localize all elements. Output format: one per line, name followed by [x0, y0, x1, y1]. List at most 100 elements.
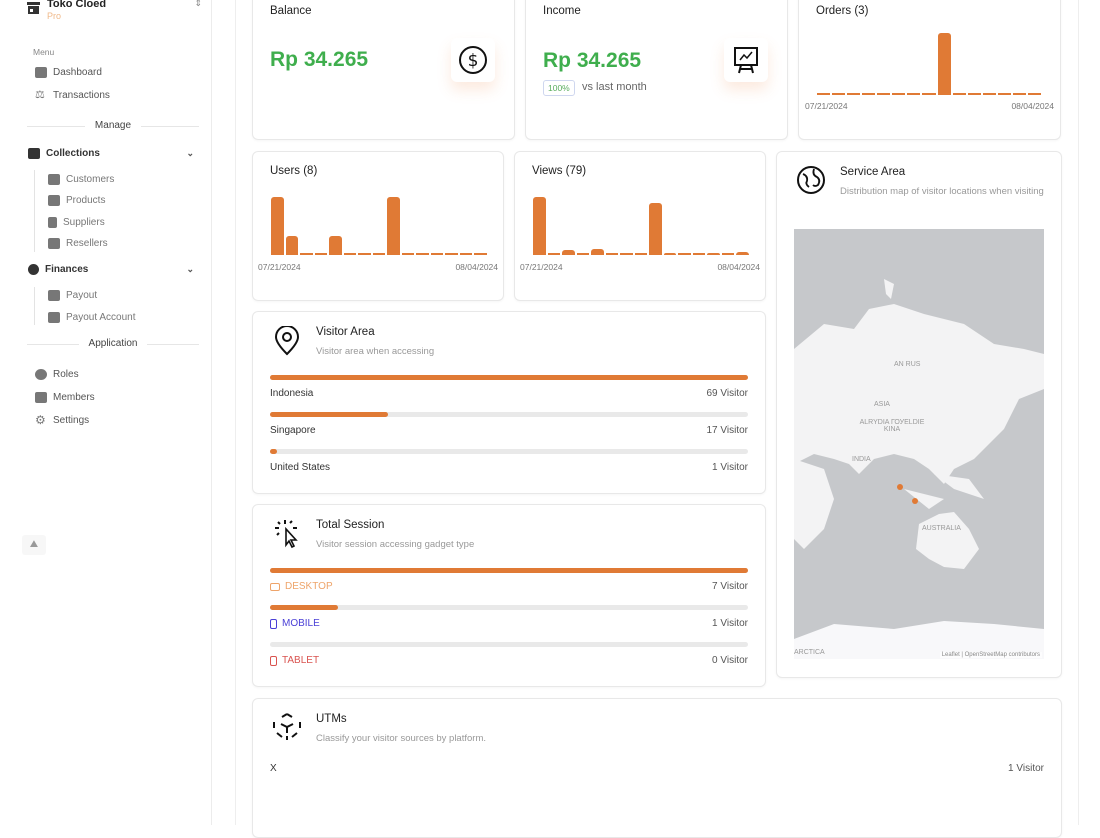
map-label: INDIA	[852, 456, 871, 463]
utms-title: UTMs	[316, 713, 347, 725]
users-icon	[48, 237, 60, 249]
chart-bar[interactable]	[1027, 93, 1041, 95]
total-session-card: Total Session Visitor session accessing …	[252, 504, 766, 687]
sidebar-item-label: Resellers	[66, 237, 108, 249]
workspace-switcher[interactable]: Toko Cloed Pro ⇕	[27, 0, 202, 28]
sidebar-item-members[interactable]: Members	[35, 389, 95, 405]
map-marker[interactable]	[912, 498, 918, 504]
sidebar-item-dashboard[interactable]: Dashboard	[35, 64, 102, 80]
chart-bar[interactable]	[401, 253, 415, 255]
chart-bar[interactable]	[692, 253, 706, 255]
chevron-down-icon: ⌄	[186, 263, 194, 274]
views-title: Views (79)	[532, 165, 587, 177]
chart-bar[interactable]	[634, 253, 648, 255]
chart-bar[interactable]	[997, 93, 1011, 95]
balance-value: Rp 34.265	[270, 48, 369, 71]
sidebar-item-roles[interactable]: Roles	[35, 366, 79, 382]
sidebar-item-resellers[interactable]: Resellers	[48, 235, 108, 251]
row-label: Singapore	[270, 425, 316, 436]
chart-bar[interactable]	[952, 93, 966, 95]
x-start-label: 07/21/2024	[258, 262, 301, 272]
chart-bar[interactable]	[343, 253, 357, 255]
chart-bar[interactable]	[605, 253, 619, 255]
sidebar-item-label: Customers	[66, 173, 115, 185]
application-label: Application	[78, 338, 148, 349]
chart-bar[interactable]	[847, 93, 861, 95]
chart-bar[interactable]	[300, 253, 313, 255]
progress-bar	[270, 412, 748, 417]
sidebar-item-label: Payout	[66, 289, 98, 301]
sidebar-item-products[interactable]: Products	[48, 192, 105, 208]
map-attribution[interactable]: Leaflet | OpenStreetMap contributors	[939, 652, 1042, 658]
chart-bar[interactable]	[1012, 93, 1026, 95]
tree-line	[34, 170, 35, 252]
x-end-label: 08/04/2024	[717, 262, 760, 272]
sidebar-group-finances[interactable]: Finances ⌄	[28, 261, 194, 277]
chart-bar[interactable]	[533, 197, 546, 255]
progress-bar	[270, 605, 748, 610]
manage-label: Manage	[84, 120, 142, 131]
chart-bar[interactable]	[817, 93, 831, 95]
chart-bar[interactable]	[663, 253, 677, 255]
chart-bar[interactable]	[329, 235, 342, 255]
money-icon	[48, 289, 60, 301]
orders-card: Orders (3) 07/21/2024 08/04/2024	[798, 0, 1061, 140]
chart-bar[interactable]	[358, 253, 371, 255]
chart-bar[interactable]	[591, 248, 604, 255]
chart-bar[interactable]	[620, 253, 633, 255]
visitor-map[interactable]: AN RUS ASIA ALRYDIA ГОУЕLDIE KINA INDIA …	[794, 229, 1044, 659]
sidebar-item-payout[interactable]: Payout	[48, 287, 97, 303]
credit-card-icon	[48, 311, 60, 323]
chart-bar[interactable]	[271, 197, 284, 255]
chart-bar[interactable]	[314, 253, 328, 255]
chart-bar[interactable]	[649, 203, 662, 255]
service-area-subtitle: Distribution map of visitor locations wh…	[840, 186, 1044, 197]
chart-bar[interactable]	[982, 93, 996, 95]
utm-source-label: X	[270, 763, 277, 774]
chart-bar[interactable]	[967, 93, 981, 95]
sidebar-item-customers[interactable]: Customers	[48, 171, 114, 187]
row-label: TABLET	[270, 655, 319, 666]
chart-bar[interactable]	[892, 93, 906, 95]
map-label: ARCTICA	[794, 649, 825, 656]
sidebar-item-settings[interactable]: ⚙ Settings	[35, 412, 89, 428]
chart-bar[interactable]	[832, 93, 846, 95]
chart-bar[interactable]	[285, 235, 299, 255]
chart-bar[interactable]	[562, 250, 575, 255]
chevron-updown-icon: ⇕	[194, 0, 202, 8]
chart-bar[interactable]	[459, 253, 473, 255]
chart-bar[interactable]	[678, 253, 691, 255]
sidebar-item-suppliers[interactable]: Suppliers	[48, 214, 105, 230]
map-marker[interactable]	[897, 484, 903, 490]
users-card: Users (8) 07/21/2024 08/04/2024	[252, 151, 504, 301]
map-land	[794, 279, 1044, 659]
chart-bar[interactable]	[721, 253, 735, 255]
chart-bar[interactable]	[547, 253, 561, 255]
sidebar-item-transactions[interactable]: ⚖ Transactions	[35, 87, 110, 103]
chart-bar[interactable]	[576, 253, 590, 255]
visitor-area-title: Visitor Area	[316, 326, 375, 338]
row-label-text: TABLET	[282, 655, 320, 666]
map-pin-icon	[274, 326, 300, 356]
users-chart	[270, 197, 488, 255]
chart-bar[interactable]	[430, 253, 444, 255]
archive-icon	[28, 147, 40, 159]
chart-bar[interactable]	[445, 253, 458, 255]
chart-bar[interactable]	[372, 253, 386, 255]
chart-bar[interactable]	[707, 253, 720, 255]
orders-chart	[816, 33, 1042, 95]
chart-bar[interactable]	[907, 93, 921, 95]
sidebar-group-collections[interactable]: Collections ⌄	[28, 145, 194, 161]
dashboard-icon	[35, 66, 47, 78]
sidebar-item-payout-account[interactable]: Payout Account	[48, 309, 136, 325]
chart-bar[interactable]	[922, 93, 936, 95]
chart-bar[interactable]	[937, 33, 951, 95]
chart-bar[interactable]	[416, 253, 429, 255]
store-icon	[48, 173, 60, 185]
chart-bar[interactable]	[736, 251, 749, 255]
chart-bar[interactable]	[877, 93, 891, 95]
cursor-click-icon	[275, 520, 298, 549]
chart-bar[interactable]	[387, 197, 400, 255]
chart-bar[interactable]	[862, 93, 876, 95]
chart-bar[interactable]	[474, 253, 487, 255]
